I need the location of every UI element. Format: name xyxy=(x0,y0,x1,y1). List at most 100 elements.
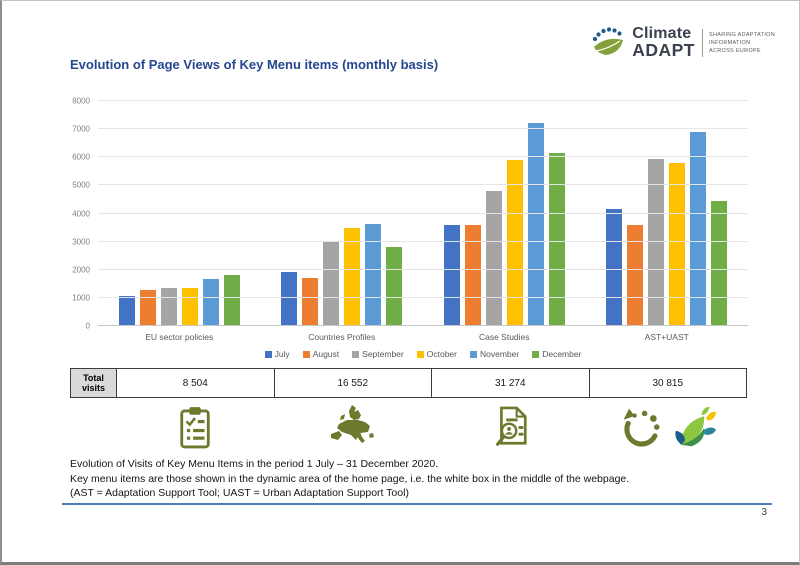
gridline xyxy=(98,100,748,101)
legend-item-september: September xyxy=(352,349,404,359)
bar-november xyxy=(202,279,219,326)
legend-swatch xyxy=(302,350,310,358)
logo-tagline: SHARING ADAPTATION INFORMATION ACROSS EU… xyxy=(709,31,775,55)
chart-y-axis: 0 1000 2000 3000 4000 5000 6000 7000 8000 xyxy=(62,97,92,331)
bar-december xyxy=(711,200,728,326)
y-tick-label: 2000 xyxy=(72,265,90,275)
gridline xyxy=(98,325,748,326)
chart-x-labels: EU sector policies Countries Profiles Case… xyxy=(98,332,748,342)
bar-group-eu-sector-policies xyxy=(98,101,261,326)
x-category-label: Case Studies xyxy=(478,332,530,342)
footer-rule xyxy=(62,503,772,505)
logo-divider xyxy=(701,29,703,57)
footnote-line1: Evolution of Visits of Key Menu Items in… xyxy=(70,458,439,470)
bar-july xyxy=(606,209,623,326)
legend-swatch xyxy=(416,350,424,358)
footnote-line2: Key menu items are those shown in the dy… xyxy=(70,472,630,485)
gridline xyxy=(98,212,748,214)
gridline xyxy=(98,240,748,242)
bar-november xyxy=(690,131,707,326)
y-tick-label: 1000 xyxy=(72,293,90,303)
footnote-line3: (AST = Adaptation Support Tool; UAST = U… xyxy=(70,487,409,499)
bar-august xyxy=(139,290,156,326)
bar-november xyxy=(365,223,382,326)
bar-august xyxy=(464,224,481,326)
icon-cell-eu-sector-policies xyxy=(116,401,274,455)
bar-chart: 0 1000 2000 3000 4000 5000 6000 7000 8000 EU sec… xyxy=(62,97,752,365)
bar-december xyxy=(223,274,240,326)
legend-swatch xyxy=(352,350,360,358)
bar-september xyxy=(160,288,177,326)
legend-swatch xyxy=(470,350,477,358)
legend-item-august: August xyxy=(302,349,340,359)
icons-row xyxy=(70,401,747,455)
europe-map-icon xyxy=(330,405,374,443)
bar-september xyxy=(323,241,340,326)
x-category-label: AST+UAST xyxy=(644,332,689,342)
bar-group-ast-uast xyxy=(586,101,749,326)
x-category-label: EU sector policies xyxy=(145,332,214,342)
bar-august xyxy=(627,224,644,326)
gridline xyxy=(98,156,748,158)
legend-item-december: December xyxy=(532,349,581,359)
bar-september xyxy=(485,191,502,326)
document-search-icon xyxy=(496,406,527,446)
gridline xyxy=(98,268,748,270)
y-tick-label: 7000 xyxy=(72,124,90,134)
total-visits-value: 30 815 xyxy=(652,377,684,389)
bar-october xyxy=(344,228,361,326)
legend-item-october: October xyxy=(416,349,457,359)
adaptation-leaves-icon xyxy=(675,406,717,447)
legend-swatch xyxy=(532,350,540,358)
totals-row-header: Total visits xyxy=(71,369,117,397)
logo-tagline-line2: INFORMATION xyxy=(708,40,751,46)
climate-adapt-logo-icon xyxy=(593,27,624,55)
bar-november xyxy=(527,122,544,326)
legend-swatch xyxy=(264,350,272,358)
icons-spacer xyxy=(70,401,116,455)
chart-plot xyxy=(98,100,748,326)
legend-label: December xyxy=(542,349,582,359)
legend-label: November xyxy=(480,349,520,359)
bar-october xyxy=(506,160,523,326)
y-tick-label: 3000 xyxy=(72,237,90,247)
climate-adapt-logo: Climate ADAPT SHARING ADAPTATION INFORMA… xyxy=(590,25,775,61)
logo-brand-line2: ADAPT xyxy=(632,40,695,61)
y-tick-label: 0 xyxy=(85,321,90,331)
icon-cell-ast-uast xyxy=(589,401,747,455)
legend-label: October xyxy=(426,349,457,359)
x-category-label: Countries Profiles xyxy=(308,332,376,342)
y-tick-label: 6000 xyxy=(72,152,90,162)
chart-groups xyxy=(98,101,748,326)
total-visits-value: 31 274 xyxy=(432,369,590,397)
bar-group-case-studies xyxy=(423,101,586,326)
icon-cell-case-studies xyxy=(432,401,590,455)
page-title: Evolution of Page Views of Key Menu item… xyxy=(70,57,439,72)
page-number: 3 xyxy=(761,507,767,518)
logo-tagline-line1: SHARING ADAPTATION xyxy=(708,32,775,38)
gridline xyxy=(98,128,748,130)
bar-july xyxy=(443,224,460,326)
chart-legend: July August September October November Decemb… xyxy=(98,349,748,359)
bar-group-countries-profiles xyxy=(261,101,424,326)
legend-label: September xyxy=(362,349,404,359)
gridline xyxy=(98,184,748,186)
bar-july xyxy=(118,296,135,326)
total-visits-value: 8 504 xyxy=(117,369,275,397)
footnote: Evolution of Visits of Key Menu Items in… xyxy=(70,457,770,501)
y-tick-label: 5000 xyxy=(72,180,90,190)
bar-july xyxy=(281,272,298,326)
legend-item-july: July xyxy=(264,349,290,359)
legend-label: August xyxy=(312,349,340,359)
cycle-icon xyxy=(623,408,660,447)
icon-cell-countries-profiles xyxy=(274,401,432,455)
clipboard-checklist-icon xyxy=(180,407,210,449)
logo-tagline-line3: ACROSS EUROPE xyxy=(708,48,761,54)
bar-december xyxy=(548,152,565,326)
total-visits-value: 16 552 xyxy=(275,369,432,397)
totals-values: 8 504 16 552 31 274 30 815 xyxy=(117,369,746,397)
bar-august xyxy=(302,278,319,326)
legend-label: July xyxy=(274,349,290,359)
logo-brand-text: Climate ADAPT xyxy=(632,26,695,60)
